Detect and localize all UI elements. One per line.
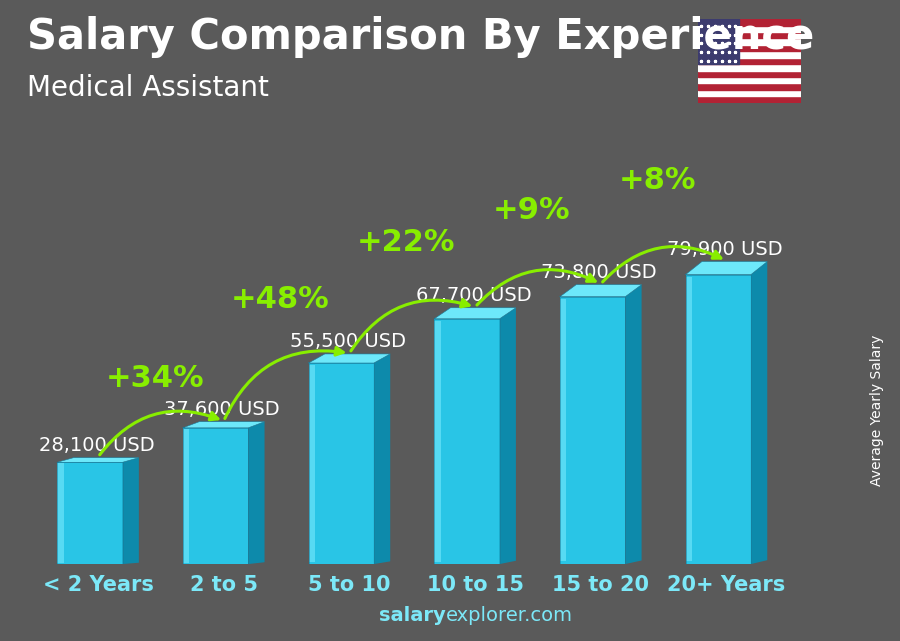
- Polygon shape: [58, 462, 122, 564]
- Bar: [698, 64, 801, 71]
- Polygon shape: [183, 428, 248, 564]
- Polygon shape: [686, 274, 751, 564]
- Polygon shape: [122, 458, 139, 564]
- Polygon shape: [58, 463, 64, 563]
- Text: Salary Comparison By Experience: Salary Comparison By Experience: [27, 16, 814, 58]
- Polygon shape: [309, 365, 315, 562]
- Text: 79,900 USD: 79,900 USD: [667, 240, 783, 259]
- Polygon shape: [183, 422, 265, 428]
- Polygon shape: [434, 319, 500, 564]
- Bar: [698, 58, 801, 64]
- Polygon shape: [560, 285, 642, 297]
- Text: 28,100 USD: 28,100 USD: [39, 436, 154, 455]
- Polygon shape: [183, 429, 189, 563]
- Polygon shape: [58, 458, 139, 462]
- Text: +9%: +9%: [493, 196, 571, 225]
- Bar: [698, 45, 801, 51]
- Text: +48%: +48%: [231, 285, 329, 314]
- Text: salary: salary: [379, 606, 446, 625]
- Polygon shape: [248, 422, 265, 564]
- Text: 55,500 USD: 55,500 USD: [290, 332, 406, 351]
- Polygon shape: [309, 363, 374, 564]
- Bar: [698, 19, 739, 64]
- Bar: [698, 77, 801, 83]
- Bar: [698, 71, 801, 77]
- Text: +34%: +34%: [105, 363, 204, 393]
- Text: +22%: +22%: [356, 228, 455, 257]
- Polygon shape: [374, 354, 391, 564]
- Text: explorer.com: explorer.com: [446, 606, 572, 625]
- Polygon shape: [434, 321, 441, 562]
- Bar: [698, 96, 801, 103]
- Bar: [698, 83, 801, 90]
- Bar: [698, 51, 801, 58]
- Text: 67,700 USD: 67,700 USD: [416, 286, 531, 305]
- Text: +8%: +8%: [618, 165, 696, 195]
- Polygon shape: [626, 285, 642, 564]
- Polygon shape: [751, 262, 768, 564]
- Polygon shape: [686, 278, 692, 561]
- Polygon shape: [686, 262, 768, 274]
- Text: Average Yearly Salary: Average Yearly Salary: [870, 335, 885, 486]
- Polygon shape: [434, 308, 516, 319]
- Text: 37,600 USD: 37,600 USD: [164, 400, 280, 419]
- Polygon shape: [500, 308, 516, 564]
- Polygon shape: [560, 297, 625, 564]
- Bar: [698, 26, 801, 32]
- Bar: [698, 32, 801, 38]
- Bar: [698, 19, 801, 26]
- Polygon shape: [560, 299, 566, 562]
- Bar: [698, 90, 801, 96]
- Text: Medical Assistant: Medical Assistant: [27, 74, 269, 102]
- Polygon shape: [309, 354, 391, 363]
- Bar: [698, 38, 801, 45]
- Text: 73,800 USD: 73,800 USD: [541, 263, 657, 282]
